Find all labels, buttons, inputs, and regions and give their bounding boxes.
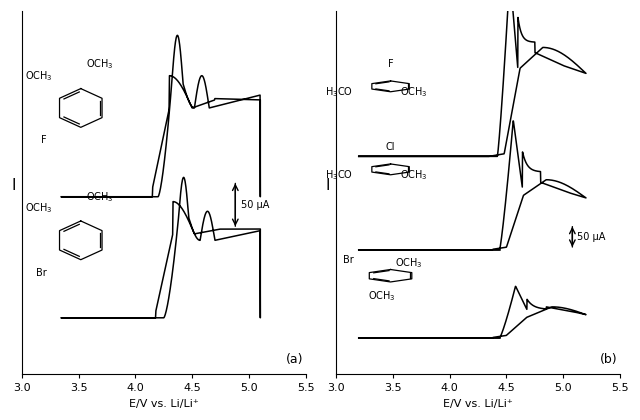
Text: OCH$_3$: OCH$_3$ <box>25 201 52 215</box>
Text: Br: Br <box>344 255 354 265</box>
Text: 50 μA: 50 μA <box>241 200 269 210</box>
Text: OCH$_3$: OCH$_3$ <box>86 58 114 71</box>
Text: OCH$_3$: OCH$_3$ <box>399 169 428 183</box>
Text: OCH$_3$: OCH$_3$ <box>86 190 114 204</box>
Text: OCH$_3$: OCH$_3$ <box>395 256 423 270</box>
Text: Br: Br <box>36 268 47 278</box>
X-axis label: E/V vs. Li/Li⁺: E/V vs. Li/Li⁺ <box>129 399 198 409</box>
Text: (b): (b) <box>600 353 618 366</box>
Text: H$_3$CO: H$_3$CO <box>325 169 353 183</box>
Text: OCH$_3$: OCH$_3$ <box>367 289 396 303</box>
Text: F: F <box>388 59 394 68</box>
Text: 50 μA: 50 μA <box>577 232 605 242</box>
Text: Cl: Cl <box>386 142 396 152</box>
Text: F: F <box>41 136 47 145</box>
Text: H$_3$CO: H$_3$CO <box>325 86 353 100</box>
Text: (a): (a) <box>286 353 303 366</box>
Text: OCH$_3$: OCH$_3$ <box>399 86 428 100</box>
Text: OCH$_3$: OCH$_3$ <box>25 69 52 83</box>
X-axis label: E/V vs. Li/Li⁺: E/V vs. Li/Li⁺ <box>443 399 513 409</box>
Y-axis label: I: I <box>325 178 330 193</box>
Y-axis label: I: I <box>11 178 15 193</box>
